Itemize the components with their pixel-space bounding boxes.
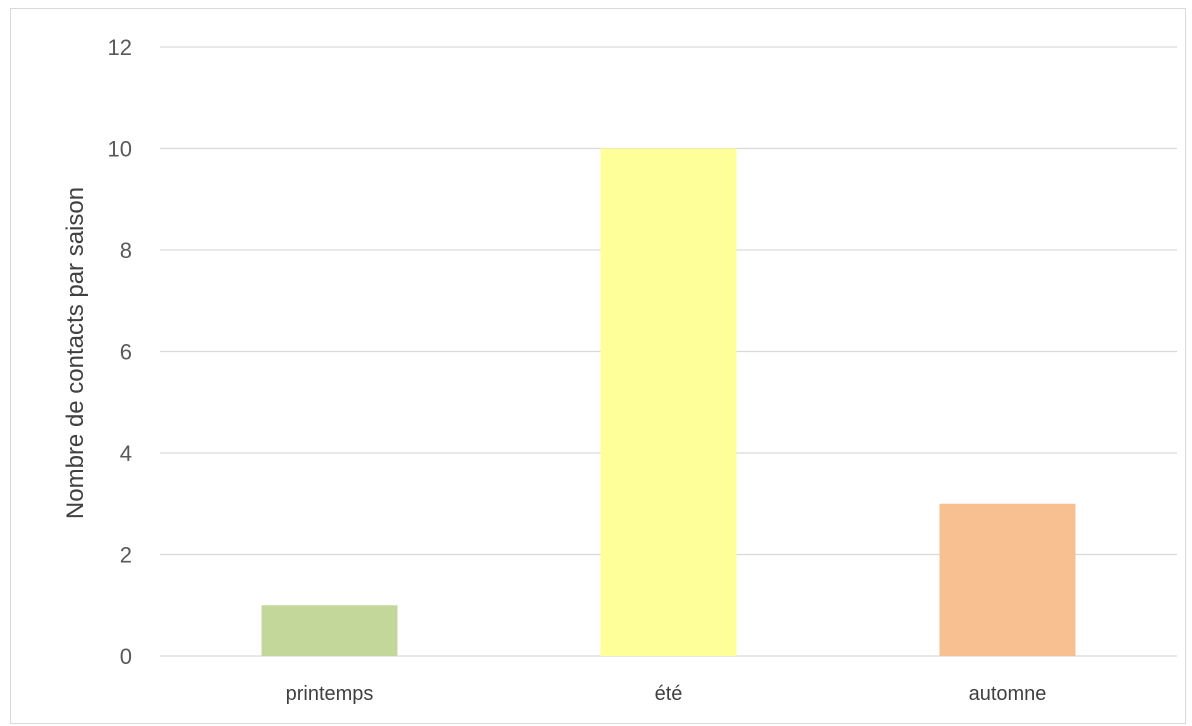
y-axis-ticks: 0 2 4 6 8 10 12 [108, 35, 132, 669]
y-tick-label: 10 [108, 137, 132, 162]
bar-3 [939, 503, 1076, 656]
x-category-label: automne [969, 683, 1047, 705]
x-axis-labels: printemps été automne [286, 683, 1047, 705]
y-tick-label: 2 [120, 543, 132, 568]
bar-1 [261, 605, 398, 656]
bars [261, 148, 1076, 656]
x-category-label: printemps [286, 683, 374, 705]
x-category-label: été [655, 683, 683, 705]
y-tick-label: 8 [120, 238, 132, 263]
y-tick-label: 12 [108, 35, 132, 60]
bar-2 [600, 148, 737, 656]
y-tick-label: 6 [120, 340, 132, 365]
y-tick-label: 4 [120, 441, 132, 466]
y-tick-label: 0 [120, 644, 132, 669]
y-axis-title: Nombre de contacts par saison [62, 187, 89, 519]
